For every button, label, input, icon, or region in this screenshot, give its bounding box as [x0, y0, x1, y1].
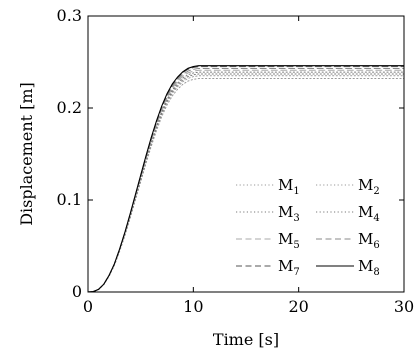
series-line-M6 — [87, 67, 405, 293]
x-tick-label: 30 — [394, 297, 414, 316]
x-tick-label: 10 — [183, 297, 203, 316]
y-tick-label: 0.1 — [57, 190, 82, 209]
y-tick-label: 0 — [72, 282, 82, 301]
legend: M1 M2 M3 M4 M5 M6 M7 M8 — [236, 176, 380, 278]
series-layer — [87, 65, 405, 293]
legend-label-M6: M6 — [358, 230, 380, 251]
x-tick-label: 20 — [288, 297, 308, 316]
plot-frame — [87, 15, 405, 293]
ticks-layer: 0 10 20 30 0 0.1 0.2 0.3 — [57, 6, 414, 316]
legend-label-M1: M1 — [278, 176, 300, 197]
x-axis-label: Time [s] — [213, 330, 279, 349]
legend-label-M3: M3 — [278, 203, 300, 224]
series-line-M5 — [87, 69, 405, 293]
series-line-M7 — [87, 66, 405, 293]
series-line-M3 — [87, 73, 405, 293]
series-line-M4 — [87, 71, 405, 293]
series-line-M2 — [87, 75, 405, 293]
series-line-M1 — [87, 78, 405, 293]
legend-label-M5: M5 — [278, 230, 300, 251]
legend-label-M7: M7 — [278, 257, 300, 278]
series-line-M8 — [87, 65, 405, 293]
y-tick-label: 0.2 — [57, 98, 82, 117]
y-axis-label: Displacement [m] — [17, 82, 36, 226]
y-tick-label: 0.3 — [57, 6, 82, 25]
legend-label-M4: M4 — [358, 203, 380, 224]
x-tick-label: 0 — [83, 297, 93, 316]
legend-label-M2: M2 — [358, 176, 380, 197]
legend-label-M8: M8 — [358, 257, 380, 278]
